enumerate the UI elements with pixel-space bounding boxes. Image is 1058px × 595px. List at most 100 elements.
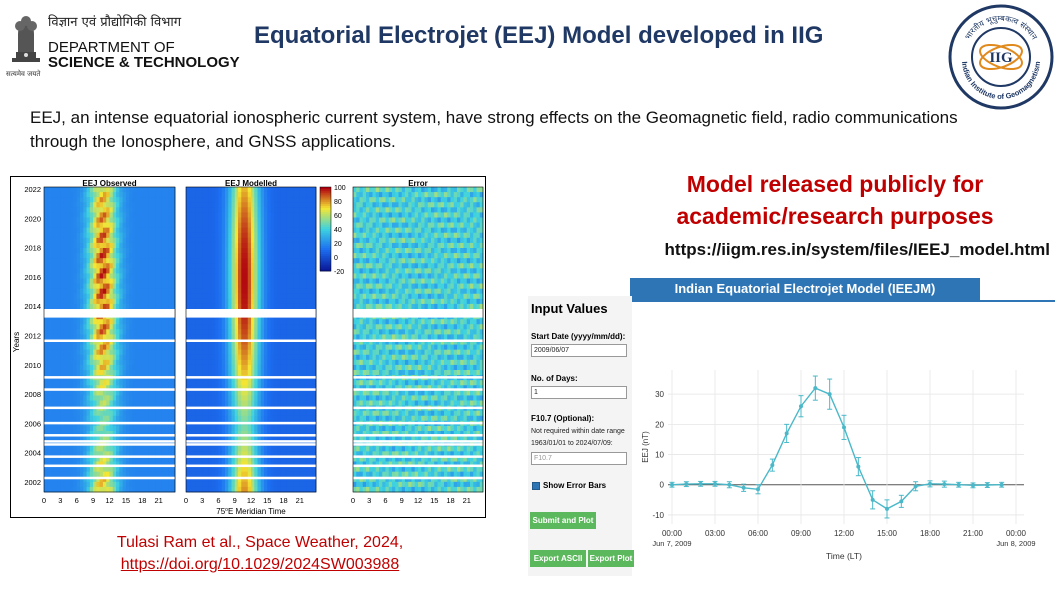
heatmap-cell — [218, 385, 223, 391]
heatmap-cell — [218, 263, 223, 269]
heatmap-cell — [286, 263, 291, 269]
heatmap-cell — [306, 370, 310, 376]
heatmap-cell — [138, 370, 143, 376]
heatmap-cell — [257, 248, 262, 254]
heatmap-cell — [228, 334, 232, 340]
heatmap-cell — [286, 380, 291, 386]
data-gap-stripe — [44, 339, 175, 342]
heatmap-cell — [186, 303, 190, 310]
heatmap-cell — [76, 364, 81, 371]
heatmap-cell — [83, 202, 87, 208]
heatmap-cell — [161, 476, 166, 483]
heatmap-cell — [247, 364, 252, 371]
heatmap-cell — [186, 187, 190, 193]
heatmap-cell — [168, 217, 173, 223]
heatmap-cell — [267, 263, 271, 269]
heatmap-cell — [122, 471, 127, 478]
heatmap-cell — [86, 410, 91, 417]
heatmap-cell — [251, 222, 255, 229]
heatmap-cell — [135, 192, 140, 198]
heatmap-cell — [93, 370, 97, 376]
heatmap-cell — [267, 324, 271, 330]
heatmap-cell — [89, 248, 94, 254]
heatmap-cell — [60, 273, 65, 279]
heatmap-cell — [189, 481, 193, 488]
heatmap-cell — [356, 202, 360, 208]
heatmap-cell — [109, 212, 114, 218]
heatmap-cell — [70, 471, 74, 478]
heatmap-cell — [112, 227, 117, 234]
heatmap-cell — [225, 380, 229, 386]
heatmap-cell — [165, 303, 169, 310]
heatmap-cell — [83, 278, 87, 284]
heatmap-cell — [186, 380, 190, 386]
heatmap-cell — [66, 486, 71, 493]
heatmap-cell — [138, 232, 143, 239]
heatmap-cell — [241, 415, 245, 422]
heatmap-cell — [293, 451, 297, 457]
heatmap-cell — [312, 410, 317, 417]
heatmap-cell — [309, 197, 314, 203]
heatmap-cell — [257, 212, 262, 218]
heatmap-cell — [208, 344, 213, 351]
heatmap-cell — [122, 212, 127, 218]
heatmap-cell — [192, 344, 197, 351]
heatmap-cell — [44, 222, 48, 229]
heatmap-cell — [66, 242, 71, 249]
heatmap-cell — [312, 187, 317, 193]
heatmap-cell — [306, 400, 310, 406]
heatmap-cell — [312, 293, 317, 300]
heatmap-cell — [306, 263, 310, 269]
heatmap-cell — [247, 273, 252, 279]
heatmap-cell — [102, 329, 107, 335]
heatmap-cell — [158, 364, 163, 371]
heatmap-cell — [93, 237, 97, 244]
heatmap-cell — [142, 339, 146, 345]
heatmap-cell — [47, 359, 51, 366]
heatmap-cell — [148, 349, 153, 356]
heatmap-cell — [99, 258, 104, 264]
heatmap-cell — [208, 212, 213, 218]
heatmap-cell — [270, 329, 275, 335]
heatmap-cell — [53, 349, 58, 356]
heatmap-cell — [142, 248, 146, 254]
heatmap-cell — [129, 324, 133, 330]
heatmap-cell — [122, 370, 127, 376]
heatmap-cell — [102, 298, 107, 305]
heatmap-cell — [125, 242, 130, 249]
heatmap-cell — [93, 242, 97, 249]
heatmap-cell — [50, 370, 55, 376]
heatmap-cell — [171, 222, 176, 229]
heatmap-cell — [260, 329, 265, 335]
heatmap-cell — [228, 263, 232, 269]
heatmap-cell — [247, 385, 252, 391]
heatmap-cell — [83, 451, 87, 457]
heatmap-cell — [312, 222, 317, 229]
heatmap-cell — [50, 202, 55, 208]
heatmap-cell — [254, 288, 258, 295]
heatmap-cell — [208, 258, 213, 264]
heatmap-cell — [135, 288, 140, 295]
heatmap-cell — [76, 431, 81, 437]
heatmap-cell — [168, 324, 173, 330]
heatmap-cell — [57, 344, 61, 351]
heatmap-cell — [89, 471, 94, 478]
heatmap-cell — [189, 364, 193, 371]
heatmap-cell — [60, 410, 65, 417]
heatmap-cell — [122, 303, 127, 310]
heatmap-cell — [47, 471, 51, 478]
heatmap-cell — [83, 324, 87, 330]
heatmap-cell — [112, 344, 117, 351]
heatmap-cell — [168, 268, 173, 274]
heatmap-cell — [247, 446, 252, 452]
heatmap-cell — [155, 339, 160, 345]
heatmap-cell — [122, 283, 127, 290]
heatmap-cell — [148, 415, 153, 422]
heatmap-cell — [218, 232, 223, 239]
heatmap-cell — [142, 212, 146, 218]
heatmap-cell — [73, 278, 78, 284]
heatmap-cell — [96, 436, 101, 442]
heatmap-cell — [286, 461, 291, 467]
heatmap-cell — [171, 354, 176, 361]
heatmap-cell — [312, 303, 317, 310]
